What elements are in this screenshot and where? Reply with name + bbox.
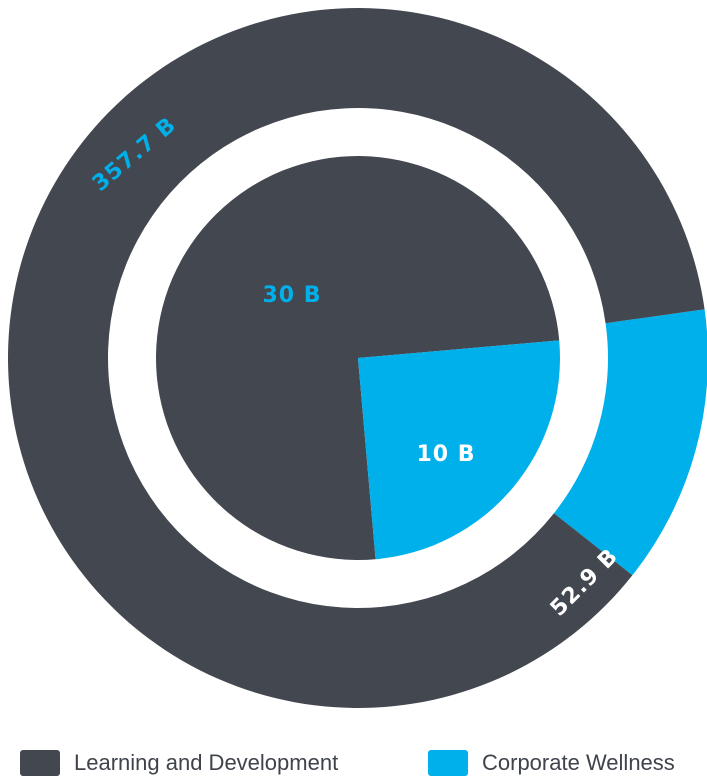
legend-item-corporate-wellness[interactable]: Corporate Wellness — [428, 748, 675, 778]
inner-pie — [155, 155, 560, 560]
legend-swatch-learning-and-development — [20, 750, 60, 776]
nested-donut-chart: 357.7 B52.9 B30 B10 B — [8, 8, 707, 709]
legend-item-learning-and-development[interactable]: Learning and Development — [20, 748, 338, 778]
legend-swatch-corporate-wellness — [428, 750, 468, 776]
inner-label-learning-and-development: 30 B — [262, 283, 321, 308]
inner-slice-learning-and-development[interactable] — [155, 155, 560, 560]
legend: Learning and Development Corporate Welln… — [20, 748, 707, 778]
legend-label-corporate-wellness: Corporate Wellness — [482, 750, 675, 775]
outer-slice-corporate-wellness[interactable] — [553, 309, 707, 576]
outer-ring — [8, 8, 707, 709]
inner-label-corporate-wellness: 10 B — [416, 442, 475, 467]
inner-slice-corporate-wellness[interactable] — [358, 340, 560, 560]
legend-label-learning-and-development: Learning and Development — [74, 750, 339, 775]
